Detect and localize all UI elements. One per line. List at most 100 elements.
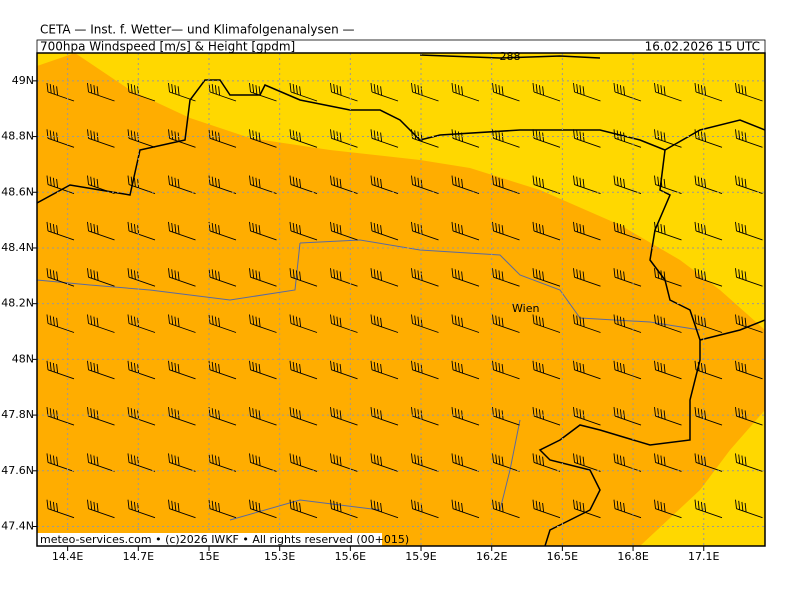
wind-barb <box>46 268 75 287</box>
wind-barb <box>87 360 115 380</box>
wind-barb <box>249 499 277 519</box>
y-tick-label: 47.6N <box>1 464 34 477</box>
wind-barb <box>370 268 399 287</box>
wind-barb <box>249 221 277 241</box>
wind-barb <box>370 407 399 426</box>
river <box>37 239 701 521</box>
wind-barb <box>694 268 723 287</box>
wind-barb <box>330 407 358 426</box>
wind-barb <box>735 175 763 195</box>
wind-barb <box>289 221 318 241</box>
wind-barb <box>573 221 601 241</box>
wind-barb <box>46 129 75 148</box>
wind-barb <box>694 175 723 195</box>
wind-barb <box>532 407 561 426</box>
x-tick-label: 15E <box>199 550 220 563</box>
wind-barb <box>168 453 196 472</box>
wind-barb <box>451 221 480 241</box>
wind-barb <box>573 360 601 380</box>
wind-barb <box>46 314 75 333</box>
wind-barb <box>613 175 642 195</box>
wind-barb <box>87 82 115 102</box>
city-label: Wien <box>512 302 539 315</box>
wind-barb <box>776 222 800 240</box>
y-tick-label: 49N <box>12 74 34 87</box>
wind-barb <box>776 453 800 471</box>
wind-barb <box>289 268 318 287</box>
map-area <box>37 53 800 546</box>
wind-barb <box>411 499 439 519</box>
wind-barb <box>87 314 115 333</box>
wind-barb <box>735 314 763 333</box>
wind-barb <box>127 360 156 380</box>
wind-barb <box>776 129 800 147</box>
wind-barb <box>573 499 601 519</box>
wind-barb <box>654 314 682 333</box>
wind-barb <box>654 360 682 380</box>
wind-barb <box>532 129 561 148</box>
wind-barb <box>208 129 237 148</box>
wind-barb <box>87 129 115 148</box>
wind-barb <box>532 82 561 102</box>
x-tick-label: 16.8E <box>617 550 648 563</box>
wind-barb <box>411 453 439 472</box>
wind-barb <box>451 175 480 195</box>
wind-barb <box>654 129 682 148</box>
wind-barb <box>289 314 318 333</box>
wind-barb <box>613 499 642 519</box>
wind-barb <box>735 268 763 287</box>
wind-barb <box>492 407 520 426</box>
wind-barb <box>249 175 277 195</box>
y-tick-label: 48.6N <box>1 185 34 198</box>
x-tick-label: 15.6E <box>335 550 366 563</box>
wind-barb <box>492 175 520 195</box>
wind-barb <box>492 129 520 148</box>
wind-barb <box>330 268 358 287</box>
wind-barb <box>168 82 196 102</box>
wind-barb <box>249 268 277 287</box>
wind-barb <box>168 268 196 287</box>
wind-barb <box>532 360 561 380</box>
wind-barb <box>208 453 237 472</box>
wind-barb <box>492 82 520 102</box>
wind-barb <box>127 453 156 472</box>
wind-barb <box>249 407 277 426</box>
yellow-field <box>75 53 765 330</box>
wind-barb <box>168 499 196 519</box>
wind-barb <box>492 314 520 333</box>
wind-barb <box>208 360 237 380</box>
wind-barb <box>127 82 156 102</box>
wind-barb <box>127 175 156 195</box>
wind-barb <box>208 268 237 287</box>
wind-barb <box>208 221 237 241</box>
wind-barb <box>694 314 723 333</box>
wind-barb <box>127 407 156 426</box>
wind-barb <box>735 82 763 102</box>
y-tick-label: 48.2N <box>1 297 34 310</box>
header-title: CETA — Inst. f. Wetter— und Klimafolgena… <box>40 23 355 37</box>
wind-barb <box>127 129 156 148</box>
wind-barb <box>735 545 736 546</box>
wind-barb <box>46 175 75 195</box>
wind-barb <box>492 453 520 472</box>
wind-barb <box>452 545 453 546</box>
wind-barb <box>776 407 800 425</box>
wind-barb <box>735 221 763 241</box>
wind-barb <box>87 453 115 472</box>
wind-barb <box>735 453 763 472</box>
wind-barb <box>613 360 642 380</box>
header-subtitle: 700hpa Windspeed [m/s] & Height [gpdm] <box>40 40 295 54</box>
border <box>664 119 765 341</box>
border <box>37 79 701 546</box>
wind-barb <box>249 129 277 148</box>
yellow-field <box>37 53 75 66</box>
wind-barb <box>127 268 156 287</box>
wind-barb <box>330 314 358 333</box>
wind-barb <box>127 499 156 519</box>
y-tick-label: 48N <box>12 352 34 365</box>
wind-barb <box>289 175 318 195</box>
wind-barb <box>613 453 642 472</box>
wind-barb <box>249 82 277 102</box>
wind-barb <box>330 221 358 241</box>
